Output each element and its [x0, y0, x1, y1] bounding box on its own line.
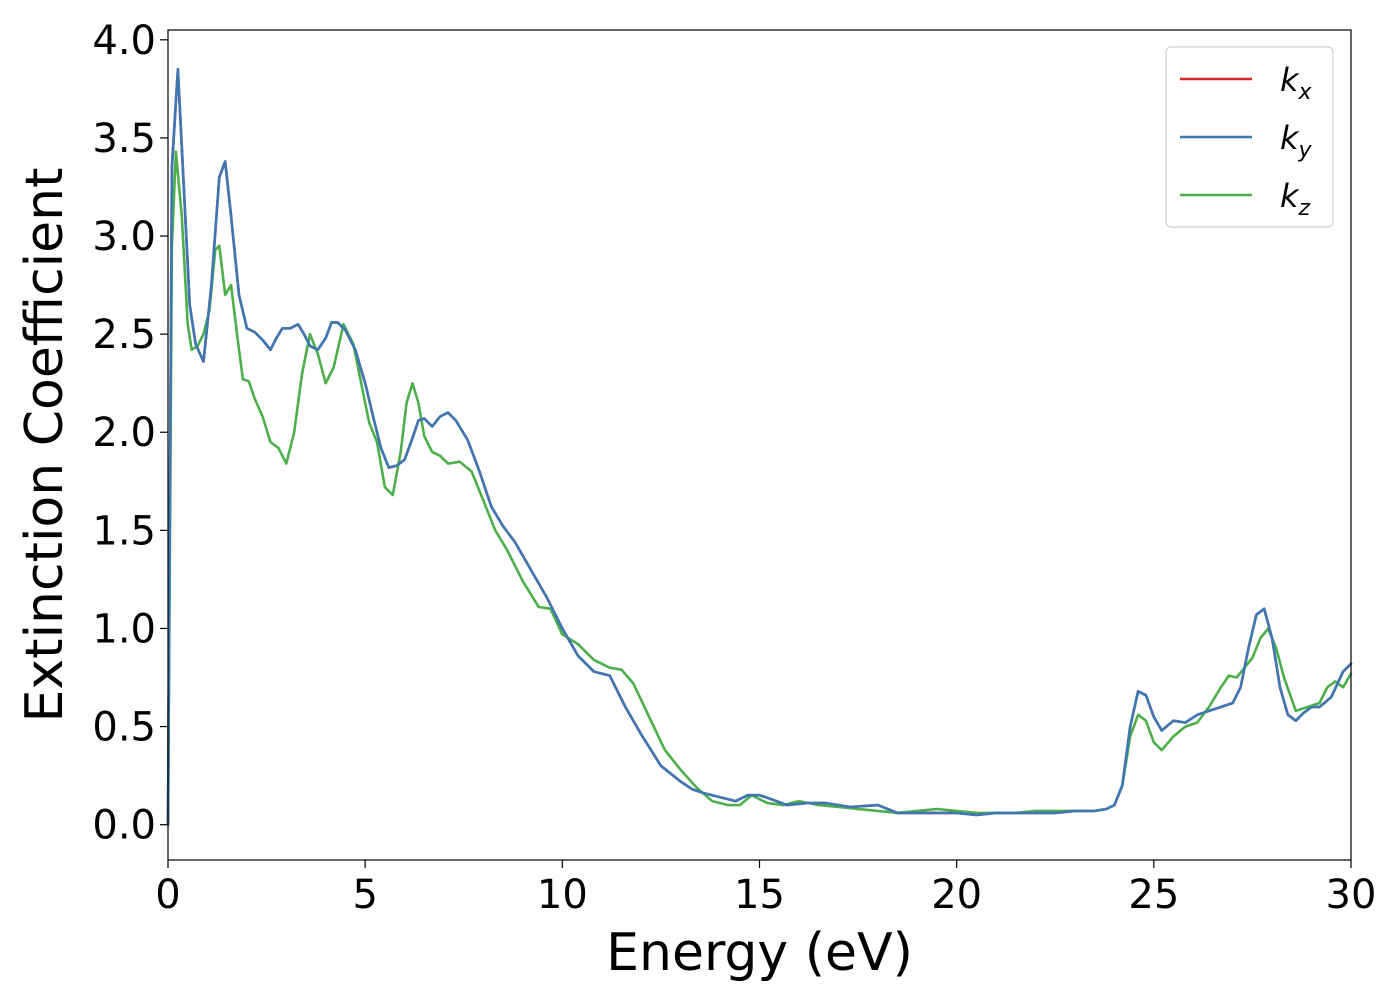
y-axis-label: Extinction Coefficient — [15, 168, 75, 723]
x-axis-label: Energy (eV) — [606, 923, 913, 983]
y-tick-label: 0.0 — [92, 803, 156, 849]
x-tick-label: 15 — [734, 872, 785, 918]
y-tick-label: 1.0 — [92, 606, 156, 652]
x-tick-label: 0 — [155, 872, 180, 918]
x-tick-label: 20 — [931, 872, 982, 918]
legend-label-kx: kx — [1280, 61, 1313, 105]
y-tick-label: 4.0 — [92, 18, 156, 64]
y-tick-label: 2.5 — [92, 312, 156, 358]
series-layer — [166, 67, 1353, 826]
series-line-ky — [166, 67, 1353, 826]
x-tick-label: 25 — [1128, 872, 1179, 918]
y-tick-label: 3.0 — [92, 214, 156, 260]
x-axis-ticks: 0 5 10 15 20 25 30 — [155, 860, 1376, 918]
plot-area — [168, 30, 1351, 860]
legend-label-ky: ky — [1280, 119, 1313, 163]
y-tick-label: 1.5 — [92, 508, 156, 554]
legend: kx ky kz — [1165, 46, 1334, 228]
x-tick-label: 10 — [537, 872, 588, 918]
x-tick-label: 30 — [1326, 872, 1377, 918]
x-tick-label: 5 — [352, 872, 377, 918]
y-axis-ticks: 0.0 0.5 1.0 1.5 2.0 2.5 3.0 3.5 4.0 — [92, 18, 168, 849]
y-tick-label: 0.5 — [92, 705, 156, 751]
y-tick-label: 3.5 — [92, 116, 156, 162]
legend-label-kz: kz — [1280, 177, 1311, 221]
series-line-kz — [166, 150, 1353, 826]
y-tick-label: 2.0 — [92, 410, 156, 456]
